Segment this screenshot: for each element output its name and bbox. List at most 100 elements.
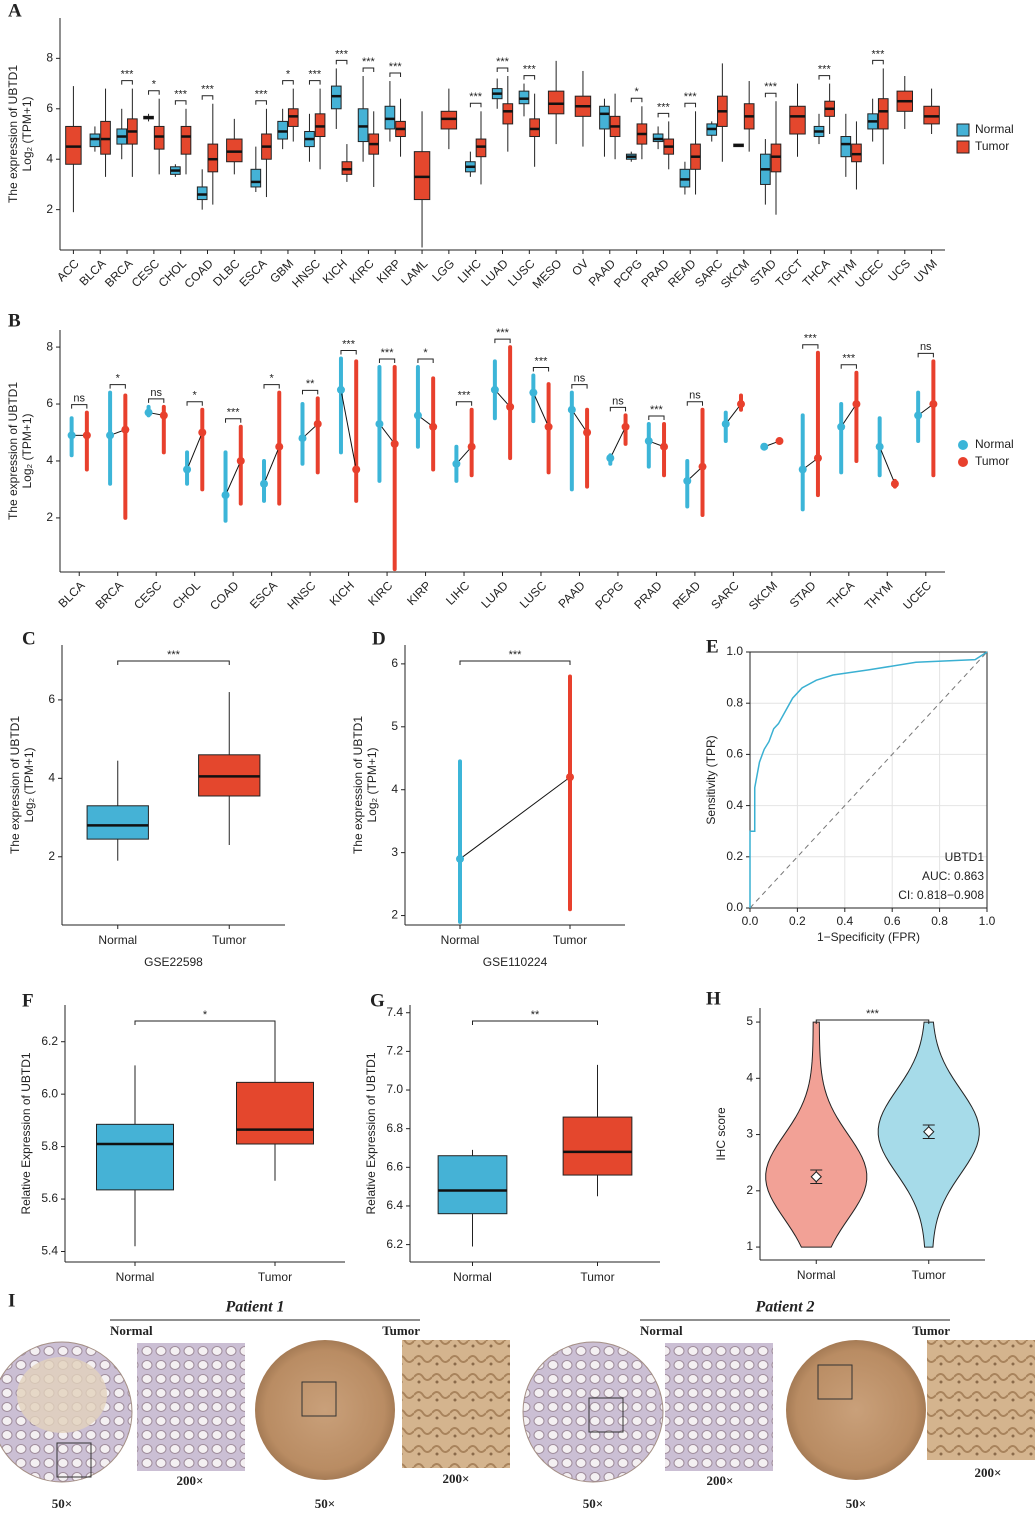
y-tick-label: 2 (46, 202, 53, 216)
panel-label: H (706, 988, 721, 1009)
significance-bracket (255, 100, 267, 105)
median-point (67, 431, 76, 440)
x-tick-label: 0.6 (884, 914, 901, 928)
significance-bracket (201, 95, 214, 100)
median-point (236, 456, 245, 465)
x-axis-title: GSE22598 (144, 955, 203, 969)
plot-frame (749, 651, 988, 909)
significance-label: ns (574, 373, 586, 385)
x-tick-label: Normal (453, 1270, 492, 1284)
median-point (121, 425, 130, 434)
box (770, 143, 782, 173)
box (413, 151, 431, 201)
box (86, 805, 149, 840)
y-tick-label: 6.2 (41, 1034, 58, 1048)
significance-bracket (818, 75, 831, 80)
significance-label: *** (362, 56, 376, 68)
tissue-core (786, 1340, 926, 1480)
median-point (606, 454, 615, 463)
box (341, 161, 353, 175)
x-tick-label: THYM (826, 256, 860, 290)
median-point (413, 411, 422, 420)
significance-bracket (134, 1020, 276, 1025)
magnification: 50× (52, 1496, 72, 1511)
annotation: UBTD1 (945, 850, 985, 864)
box (236, 1081, 314, 1145)
y-tick-label: 4 (46, 453, 53, 467)
median-point (544, 422, 553, 431)
x-tick-label: THCA (824, 578, 857, 611)
x-tick-label: Tumor (258, 1270, 292, 1284)
median-point (529, 388, 538, 397)
significance-label: *** (818, 63, 832, 75)
box (100, 120, 111, 155)
significance-bracket (148, 90, 160, 95)
median-point (813, 454, 822, 463)
legend-key (958, 457, 968, 467)
y-tick-label: 5 (746, 1014, 753, 1028)
x-tick-label: CESC (131, 578, 165, 612)
x-tick-label: UCEC (900, 578, 934, 612)
zoom-box (817, 1364, 853, 1400)
significance-label: *** (872, 48, 886, 60)
significance-label: *** (764, 81, 778, 93)
median-point (375, 419, 384, 428)
median-point (467, 442, 476, 451)
tissue-core (522, 1341, 664, 1483)
box (923, 105, 940, 125)
significance-label: *** (804, 333, 818, 345)
x-tick-label: 0.4 (836, 914, 853, 928)
y-tick-label: 2 (48, 849, 55, 863)
legend-key (956, 140, 970, 154)
magnification: 200× (443, 1471, 470, 1486)
y-axis-title: Relative Expression of UBTD1 (19, 1052, 33, 1214)
median-point (198, 428, 207, 437)
y-tick-label: 2 (746, 1183, 753, 1197)
median-point (852, 400, 861, 409)
legend-key (956, 123, 970, 137)
median-point (583, 428, 592, 437)
significance-label: *** (458, 390, 472, 402)
x-tick-label: Tumor (553, 933, 587, 947)
x-tick-label: KIRP (374, 256, 404, 286)
x-tick-label: UCS (885, 256, 913, 284)
significance-bracket (571, 384, 588, 389)
pair-link (225, 460, 242, 496)
legend-key (958, 440, 968, 450)
x-tick-label: ESCA (247, 578, 280, 611)
y-tick-label: 6 (48, 692, 55, 706)
significance-label: *** (866, 1008, 880, 1020)
x-tick-label: READ (665, 256, 699, 290)
y-axis-title: The expression of UBTD1 (6, 382, 20, 520)
panel-label: G (370, 990, 385, 1011)
x-tick-label: HNSC (289, 256, 323, 290)
significance-bracket (648, 415, 665, 420)
x-tick-label: SKCM (718, 256, 752, 290)
y-axis-title: The expression of UBTD1 (351, 716, 365, 854)
box (679, 168, 691, 188)
median-point (890, 479, 899, 488)
significance-bracket (263, 384, 280, 389)
y-axis-title: Log₂ (TPM+1) (22, 747, 36, 822)
pair-link (571, 409, 588, 433)
significance-bracket (417, 358, 434, 364)
x-tick-label: Normal (441, 933, 480, 947)
significance-label: *** (335, 48, 349, 60)
x-tick-label: SKCM (746, 578, 780, 612)
box (652, 133, 664, 143)
y-tick-label: 7.4 (386, 1005, 403, 1019)
box (529, 118, 540, 138)
y-tick-label: 1 (746, 1239, 753, 1253)
box (437, 1155, 508, 1215)
pair-link (263, 446, 280, 484)
annotation: CI: 0.818−0.908 (898, 888, 984, 902)
median-point (837, 422, 846, 431)
significance-bracket (109, 384, 126, 389)
x-tick-label: BLCA (56, 578, 88, 610)
significance-bracket (872, 59, 884, 65)
significance-bracket (472, 1020, 598, 1025)
pair-link (609, 426, 627, 459)
significance-bracket (609, 406, 627, 412)
panel-label: D (372, 628, 386, 649)
